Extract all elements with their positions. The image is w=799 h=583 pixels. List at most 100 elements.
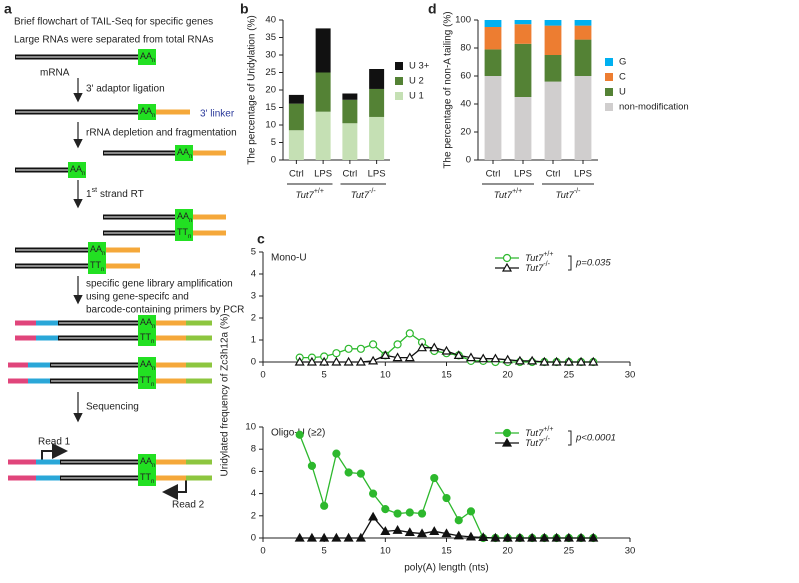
adaptor (156, 335, 186, 341)
adaptor (156, 109, 190, 115)
data-point (416, 342, 428, 352)
data-point (294, 356, 305, 366)
data-point (356, 469, 365, 478)
x-tick-label: Ctrl (342, 169, 357, 180)
x-tick-label: 25 (564, 546, 575, 557)
poly-sub: n (189, 218, 192, 224)
poly-sub: n (151, 382, 154, 388)
diagram-step: using gene-specifc and (86, 292, 189, 303)
y-tick-label: 30 (265, 50, 276, 61)
data-point (551, 532, 562, 542)
y-axis-label: The percentage of Uridylation (%) (247, 15, 258, 165)
poly-sub: n (152, 324, 155, 330)
data-point (381, 505, 390, 514)
poly-base: TT (140, 332, 151, 342)
adaptor (186, 320, 212, 326)
poly-sub: n (152, 113, 155, 119)
y-tick-label: 25 (265, 67, 276, 78)
y-tick-label: 4 (251, 488, 256, 499)
adaptor (36, 459, 60, 465)
poly-label: AAn (90, 244, 105, 256)
read-label: Read 2 (172, 500, 205, 511)
y-tick-label: 0 (251, 357, 256, 368)
y-tick-label: 40 (460, 99, 471, 110)
y-tick-label: 10 (265, 120, 276, 131)
adaptor (28, 362, 50, 368)
x-tick-label: 25 (564, 370, 575, 381)
bar-segment (544, 81, 562, 160)
adaptor (8, 475, 36, 481)
y-tick-label: 8 (251, 444, 256, 455)
diagram-step: specific gene library amplification (86, 279, 233, 290)
data-point (344, 468, 353, 477)
bar-segment (288, 130, 304, 160)
data-point (355, 356, 366, 366)
x-tick-label: 15 (441, 370, 452, 381)
y-tick-label: 20 (460, 127, 471, 138)
y-tick-label: 2 (251, 510, 256, 521)
legend-swatch (395, 77, 403, 85)
poly-label: AAn (177, 147, 192, 159)
panel-label: c (257, 231, 265, 247)
x-tick-label: 30 (625, 546, 636, 557)
bar-segment (315, 28, 331, 73)
p-bracket (568, 255, 572, 271)
poly-box (175, 225, 193, 241)
bar-segment (369, 116, 385, 160)
adaptor (193, 150, 226, 156)
group-label: Tut7+/+ (494, 188, 522, 201)
poly-base: TT (90, 260, 101, 270)
adaptor (186, 362, 212, 368)
bar-segment (514, 24, 532, 44)
poly-box (88, 258, 106, 274)
adaptor (8, 362, 28, 368)
adaptor (156, 320, 186, 326)
chart-title: Mono-U (271, 253, 307, 264)
legend-label: G (619, 57, 626, 68)
bar-segment (315, 72, 331, 112)
poly-base: AA (140, 456, 152, 466)
x-tick-label: 30 (625, 370, 636, 381)
data-point (368, 355, 379, 365)
adaptor (36, 475, 60, 481)
y-tick-label: 0 (466, 155, 471, 166)
y-axis-label: The percentage of non-A tailing (%) (443, 11, 454, 168)
data-point (320, 501, 329, 510)
poly-box (138, 49, 156, 65)
panel-label: a (4, 1, 12, 17)
poly-sub: n (151, 479, 154, 485)
poly-base: AA (177, 211, 189, 221)
x-tick-label: Ctrl (289, 169, 304, 180)
poly-box (138, 315, 156, 331)
x-tick-label: LPS (368, 169, 386, 180)
data-point (319, 532, 330, 542)
x-tick-label: 5 (322, 370, 327, 381)
data-point (369, 489, 378, 498)
bar-segment (514, 43, 532, 97)
poly-base: AA (140, 359, 152, 369)
poly-box (138, 357, 156, 373)
poly-label: AAn (177, 211, 192, 223)
data-point (539, 532, 550, 542)
data-point (588, 356, 599, 366)
poly-base: AA (140, 51, 152, 61)
diagram-step: Large RNAs were separated from total RNA… (14, 35, 214, 46)
bar-segment (574, 39, 592, 76)
adaptor (156, 475, 186, 481)
data-point (405, 508, 414, 517)
data-point (306, 356, 317, 366)
data-point (429, 342, 440, 352)
group-label: Tut7+/+ (296, 188, 324, 201)
legend-marker (502, 428, 512, 438)
poly-label: AAn (140, 317, 155, 329)
legend-swatch (605, 73, 613, 81)
y-tick-label: 40 (265, 15, 276, 26)
legend-marker (501, 262, 513, 272)
y-tick-label: 35 (265, 32, 276, 43)
data-point (576, 532, 587, 542)
poly-box (138, 470, 156, 486)
bar-segment (342, 93, 358, 100)
diagram-step: 1st strand RT (86, 187, 144, 200)
data-point (319, 356, 330, 366)
x-tick-label: LPS (314, 169, 332, 180)
